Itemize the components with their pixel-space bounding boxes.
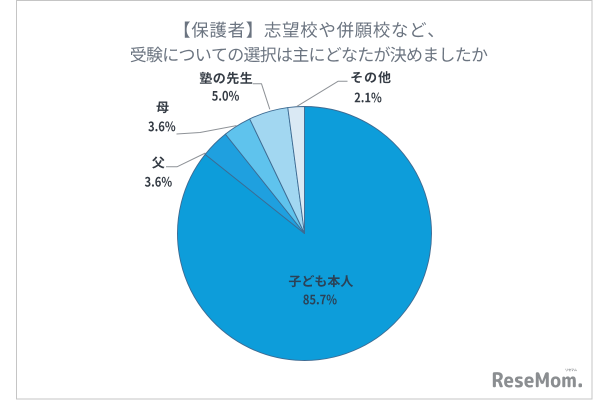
label-chichi-name-glyphs [152,156,165,169]
leader-line-sonota [296,80,348,108]
leader-line-chichi [166,152,206,168]
label-haha-value-glyphs [148,121,176,132]
label-kodomo-value-glyphs [303,294,337,305]
resemom-logo-wordmark [492,372,582,388]
label-kodomo [288,274,354,305]
chart-title-line2 [130,46,488,63]
leader-line-juku [252,83,271,110]
resemom-logo [492,368,582,388]
resemom-logo-ruby [565,368,577,372]
pie-slice-0 [177,106,432,361]
chart-title [130,21,488,63]
label-sonota [351,71,391,103]
chart-title-line1 [184,21,434,38]
label-chichi-value-glyphs [144,176,172,187]
label-haha-name-glyphs [156,101,169,114]
chart-border-frame [16,0,593,400]
label-juku-value-glyphs [212,90,239,101]
leader-lines [166,80,348,168]
pie-slice-4 [287,106,305,234]
label-juku [199,71,253,101]
label-chichi [144,156,172,187]
leader-line-haha [176,125,237,135]
label-kodomo-name-glyphs [288,274,354,288]
label-sonota-name-glyphs [351,71,391,84]
pie-slices [177,106,432,361]
label-sonota-value-glyphs [354,92,382,103]
label-juku-name-glyphs [199,71,253,85]
label-haha [148,101,176,132]
